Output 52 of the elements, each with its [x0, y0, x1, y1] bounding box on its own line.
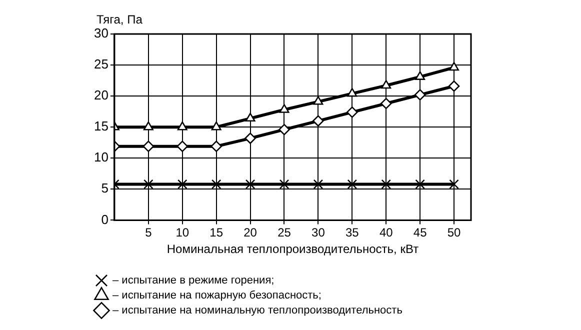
point: [313, 179, 324, 190]
point: [346, 106, 358, 118]
point: [177, 121, 188, 130]
point: [210, 140, 222, 152]
point: [449, 179, 459, 190]
y-tick-label: 30: [94, 26, 108, 41]
point: [278, 124, 290, 136]
point: [211, 179, 222, 190]
point: [347, 179, 358, 190]
point: [245, 179, 256, 190]
point: [144, 179, 154, 190]
point: [448, 80, 460, 92]
point: [312, 115, 324, 127]
point: [415, 71, 426, 80]
point: [279, 104, 290, 113]
legend-label: – испытание на пожарную безопасность;: [112, 290, 322, 302]
x-tick-label: 10: [176, 226, 190, 240]
x-tick-label: 40: [379, 226, 394, 240]
x-tick-label: 30: [312, 226, 326, 240]
point: [449, 62, 459, 71]
y-tick-label: 20: [94, 88, 108, 103]
point: [177, 179, 188, 190]
point: [380, 98, 392, 110]
x-tick-label: 15: [210, 226, 224, 240]
y-axis-title: Тяга, Па: [96, 12, 143, 26]
x-axis-title: Номинальная теплопроизводительность, кВт: [166, 242, 420, 256]
point: [414, 89, 426, 100]
point: [143, 121, 154, 130]
point: [279, 179, 290, 190]
y-tick-label: 10: [94, 150, 108, 165]
legend-label: – испытание в режиме горения;: [112, 274, 274, 287]
x-tick-label: 35: [345, 226, 360, 240]
y-tick-label: 25: [94, 56, 108, 72]
x-tick-label: 20: [244, 226, 258, 240]
point: [211, 121, 222, 130]
y-tick-label: 5: [101, 180, 108, 196]
x-tick-label: 45: [413, 226, 428, 240]
point: [142, 140, 154, 152]
point: [244, 132, 256, 144]
point: [176, 140, 188, 152]
point: [381, 80, 392, 89]
point: [313, 96, 324, 105]
point: [415, 179, 425, 190]
point: [381, 179, 391, 190]
x-tick-label: 5: [145, 226, 152, 240]
x-tick-label: 25: [278, 226, 292, 240]
y-tick-label: 0: [101, 212, 108, 227]
y-tick-label: 15: [94, 118, 108, 134]
point: [245, 112, 256, 122]
x-tick-label: 50: [447, 226, 462, 240]
point: [347, 88, 358, 97]
legend-label: – испытание на номинальную теплопроизводительность: [112, 304, 403, 317]
